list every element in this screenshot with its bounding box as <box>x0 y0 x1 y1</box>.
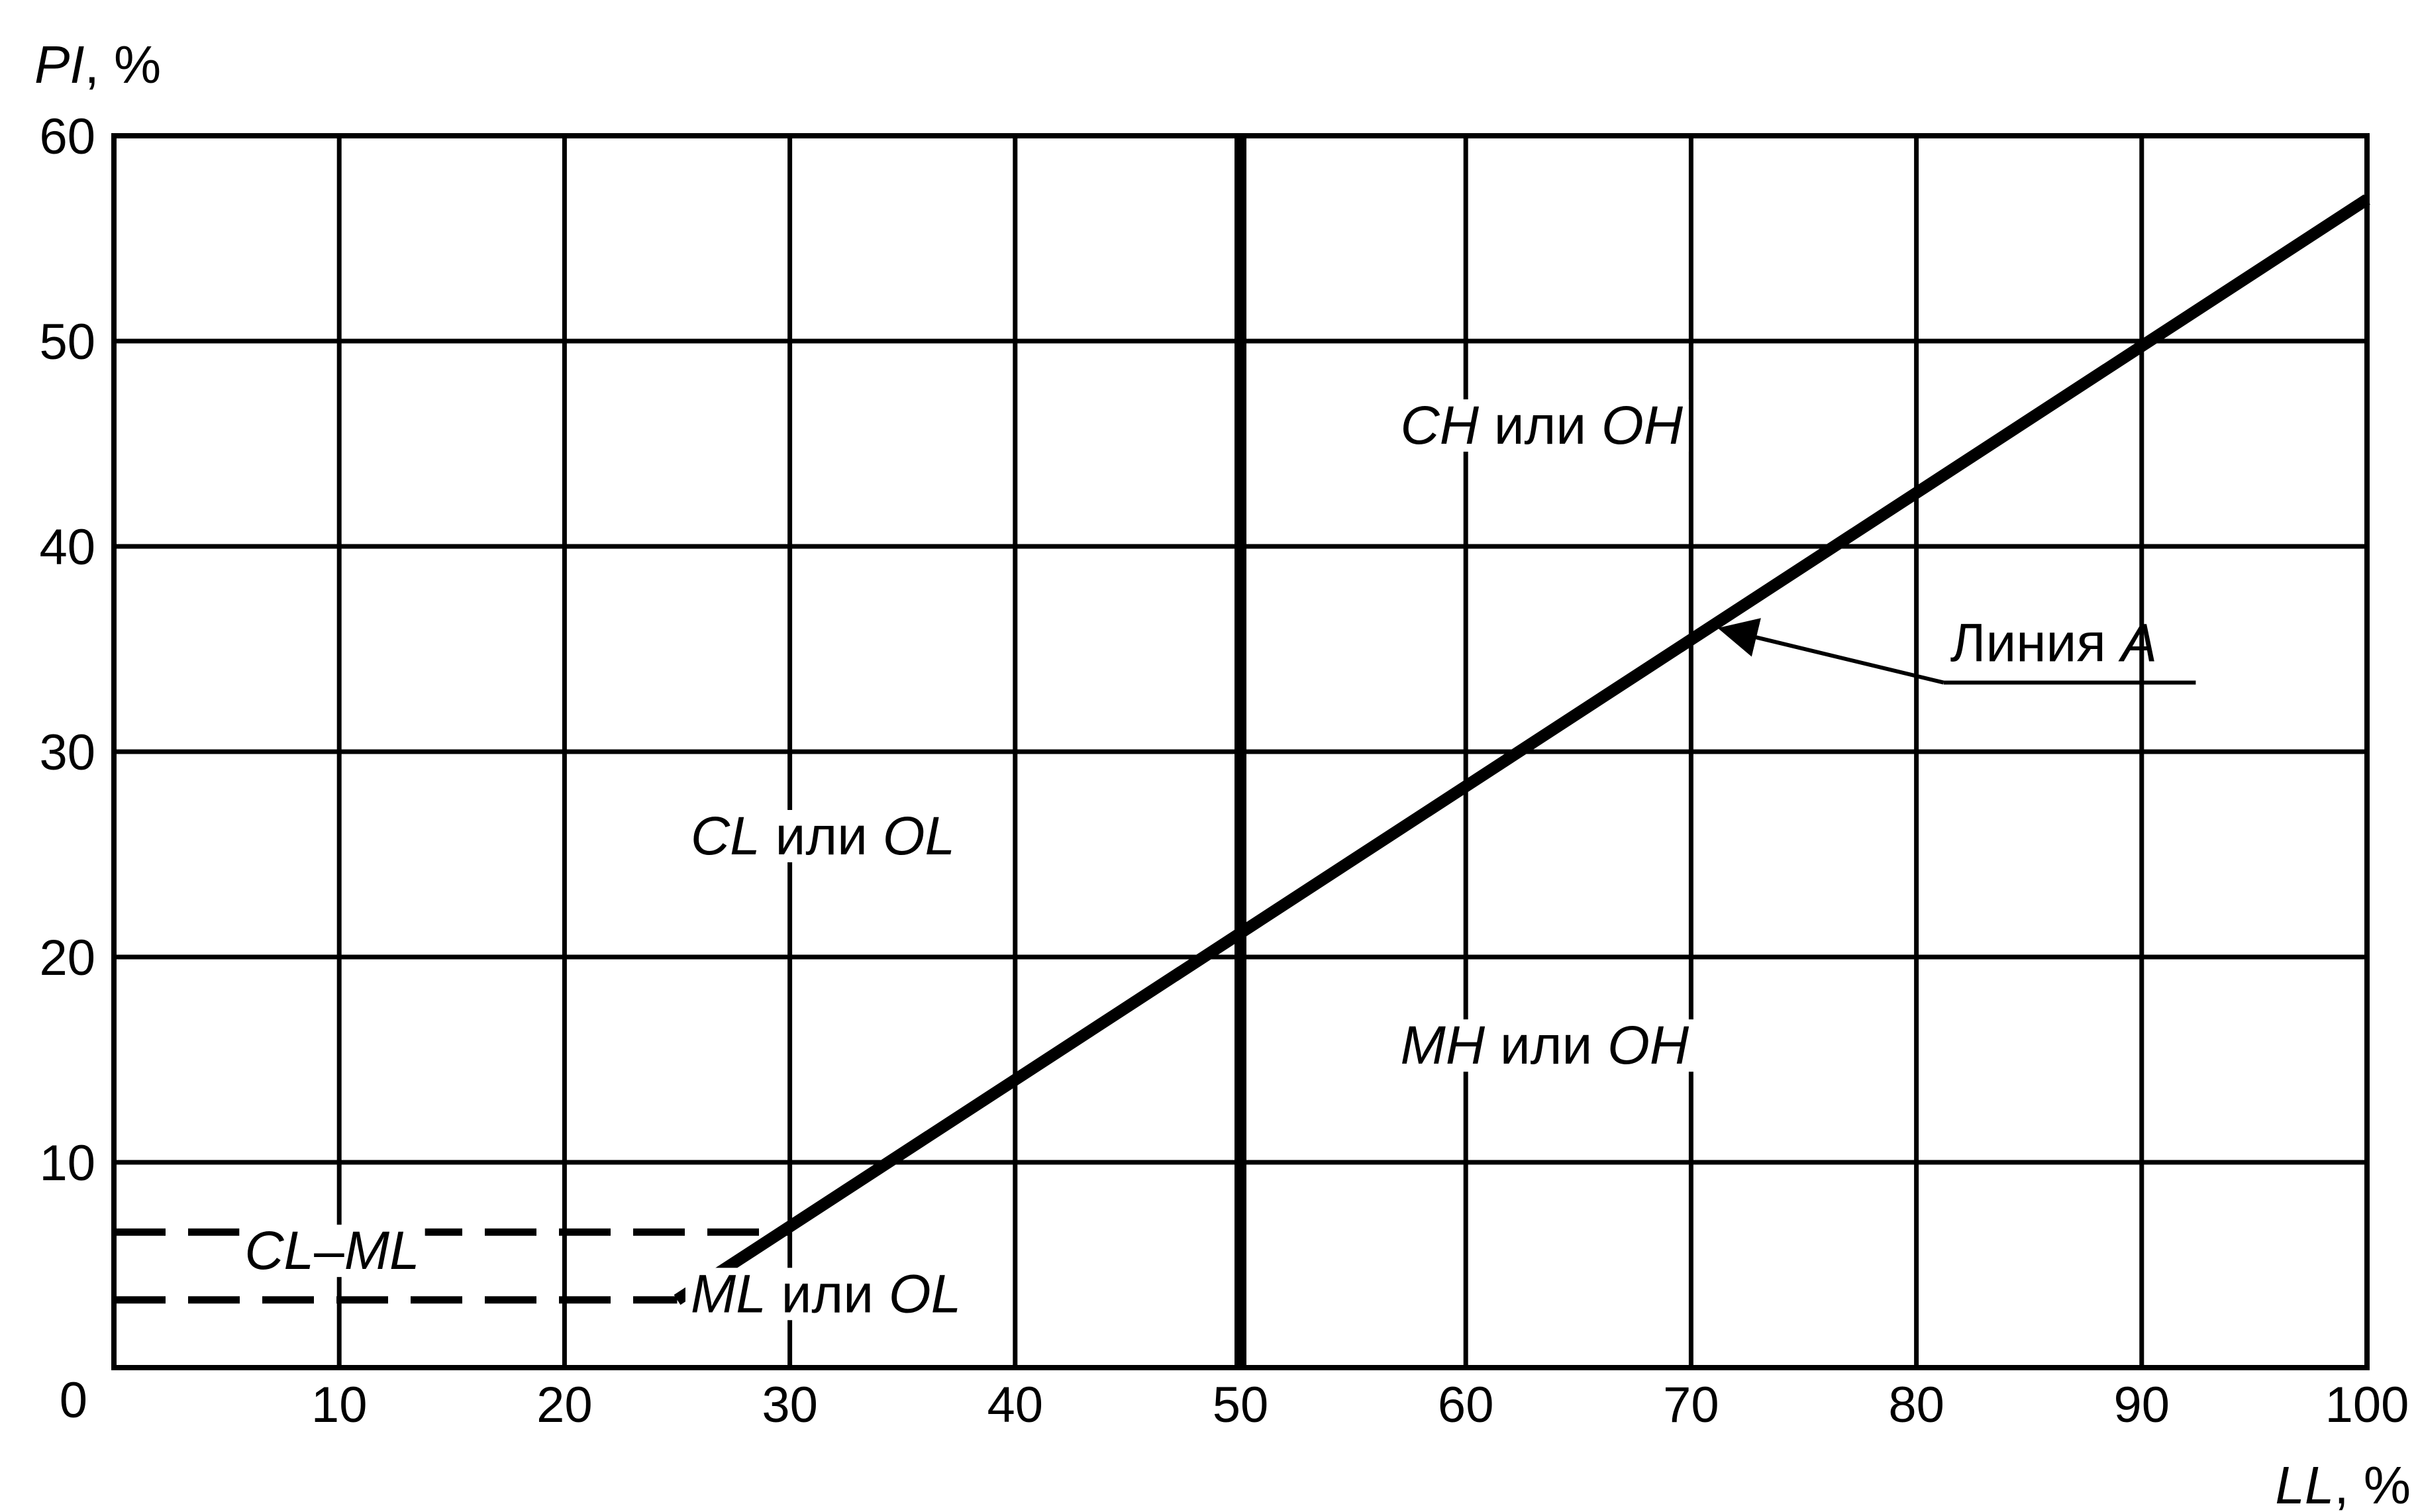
region-label-cl-ml: CL–ML <box>244 1221 419 1281</box>
x-axis-title: LL, % <box>2275 1456 2411 1512</box>
x-tick-label-70: 70 <box>1663 1377 1719 1433</box>
y-tick-label-50: 50 <box>39 314 95 370</box>
x-tick-label-40: 40 <box>987 1377 1044 1433</box>
x-tick-label-50: 50 <box>1213 1377 1269 1433</box>
line-a-label: Линия A <box>1950 613 2158 674</box>
y-tick-label-30: 30 <box>39 725 95 781</box>
y-tick-label-10: 10 <box>39 1135 95 1191</box>
x-tick-label-10: 10 <box>311 1377 368 1433</box>
region-label-bg-ch-oh <box>1395 399 1689 452</box>
y-tick-label-60: 60 <box>39 109 95 165</box>
region-label-ml-ol: ML или OL <box>691 1264 961 1324</box>
x-tick-label-60: 60 <box>1438 1377 1494 1433</box>
x-tick-label-90: 90 <box>2114 1377 2170 1433</box>
x-tick-label-100: 100 <box>2325 1377 2409 1433</box>
region-label-mh-oh: MH или OH <box>1401 1015 1689 1076</box>
x-tick-label-30: 30 <box>762 1377 818 1433</box>
cl-ml-band <box>114 1228 790 1304</box>
y-tick-label-20: 20 <box>39 930 95 986</box>
x-tick-label-0: 0 <box>60 1372 87 1429</box>
region-label-bg-cl-ml <box>239 1225 425 1278</box>
x-tick-label-20: 20 <box>536 1377 593 1433</box>
region-label-bg-ml-ol <box>685 1268 967 1321</box>
axis-titles: PI, % LL, % <box>34 35 2411 1512</box>
y-tick-label-40: 40 <box>39 519 95 576</box>
region-labels: CH или OH CL или OL MH или OH ML или OL CL–M… <box>239 395 1695 1324</box>
line-a-leader-arrow <box>1717 618 1944 685</box>
tick-labels: 0 10 20 30 40 50 60 70 80 90 100 10 20 30 40 50 60 <box>39 109 2409 1433</box>
line-a <box>674 194 2370 1305</box>
line-a-group: Линия A <box>674 194 2370 1305</box>
region-label-cl-ol: CL или OL <box>691 806 955 866</box>
region-label-bg-mh-oh <box>1395 1019 1695 1072</box>
y-axis-title: PI, % <box>34 35 161 94</box>
region-label-ch-oh: CH или OH <box>1401 395 1684 456</box>
x-tick-label-80: 80 <box>1888 1377 1944 1433</box>
region-label-bg-cl-ol <box>685 810 961 862</box>
